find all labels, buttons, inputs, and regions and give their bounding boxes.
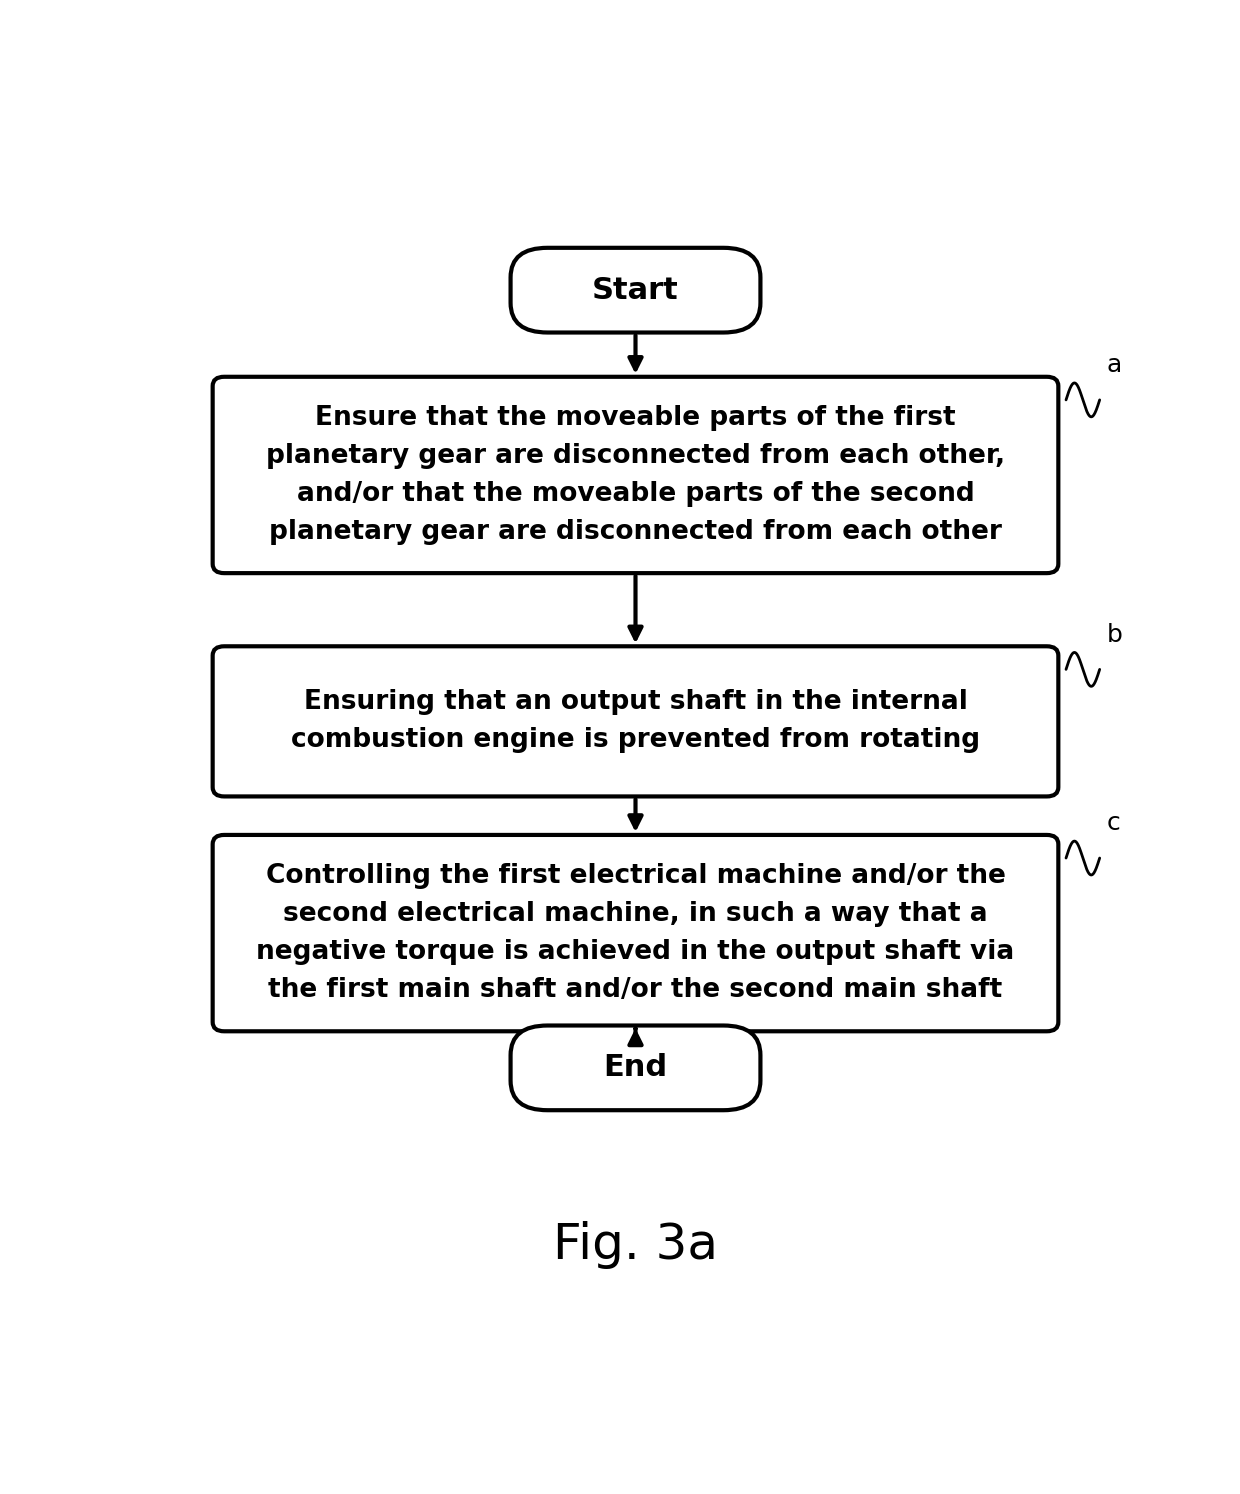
- Text: c: c: [1106, 811, 1120, 835]
- Text: Fig. 3a: Fig. 3a: [553, 1221, 718, 1268]
- Text: Ensure that the moveable parts of the first
planetary gear are disconnected from: Ensure that the moveable parts of the fi…: [265, 405, 1006, 545]
- FancyBboxPatch shape: [511, 248, 760, 333]
- Text: Controlling the first electrical machine and/or the
second electrical machine, i: Controlling the first electrical machine…: [257, 864, 1014, 1002]
- Text: b: b: [1106, 623, 1122, 647]
- Text: End: End: [604, 1053, 667, 1082]
- Text: a: a: [1106, 353, 1122, 378]
- Text: Ensuring that an output shaft in the internal
combustion engine is prevented fro: Ensuring that an output shaft in the int…: [291, 689, 980, 753]
- FancyBboxPatch shape: [213, 647, 1059, 796]
- Text: Start: Start: [593, 276, 678, 305]
- FancyBboxPatch shape: [213, 835, 1059, 1031]
- FancyBboxPatch shape: [511, 1025, 760, 1110]
- FancyBboxPatch shape: [213, 376, 1059, 574]
